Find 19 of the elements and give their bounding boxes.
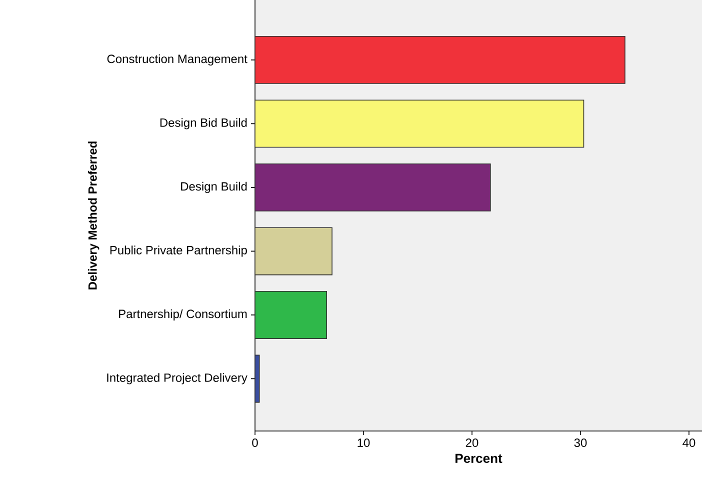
bar — [254, 290, 328, 339]
y-tick-label: Design Bid Build — [160, 118, 247, 130]
y-tick-label: Construction Management — [107, 54, 248, 66]
y-tick-label: Partnership/ Consortium — [119, 309, 247, 321]
bar — [254, 100, 584, 148]
bar — [254, 36, 626, 84]
x-tick-label: 10 — [358, 438, 370, 448]
x-tick-label: 30 — [574, 438, 587, 448]
bar — [254, 227, 332, 276]
y-tick-label: Integrated Project Delivery — [107, 373, 248, 384]
bar — [254, 163, 491, 212]
y-tick-label: Public Private Partnership — [110, 246, 247, 257]
y-tick-label: Design Build — [181, 182, 247, 194]
y-axis-title: Delivery Method Preferred — [88, 142, 100, 290]
bar — [254, 354, 260, 403]
x-tick-label: 20 — [466, 438, 478, 448]
x-tick-label: 40 — [682, 438, 696, 448]
x-axis-title: Percent — [456, 454, 502, 463]
x-tick-label: 0 — [252, 438, 258, 448]
